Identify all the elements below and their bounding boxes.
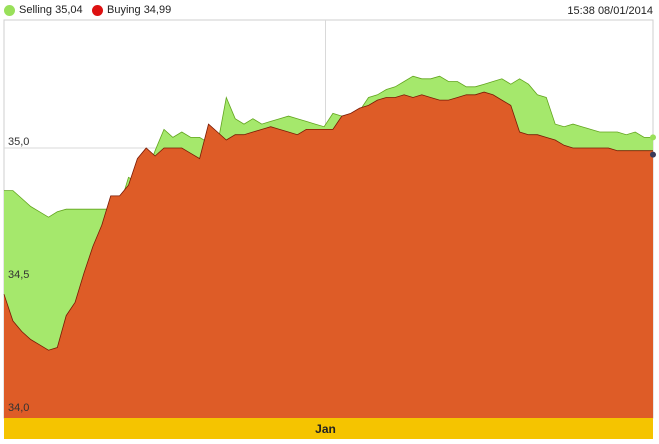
legend: Selling 35,04 Buying 34,99 15:38 08/01/2… xyxy=(0,0,659,20)
y-tick-label: 34,0 xyxy=(8,402,29,414)
legend-dot-buying-icon xyxy=(92,4,103,16)
legend-item-selling[interactable]: Selling 35,04 xyxy=(4,4,83,16)
series-areas xyxy=(3,75,653,418)
buying-area xyxy=(4,92,653,418)
legend-item-buying[interactable]: Buying 34,99 xyxy=(92,4,171,16)
end-markers xyxy=(650,134,656,158)
buying-line xyxy=(3,91,653,351)
selling-end-marker xyxy=(650,134,656,141)
timestamp: 15:38 08/01/2014 xyxy=(567,5,653,17)
y-tick-label: 34,5 xyxy=(8,269,29,281)
legend-label-buying: Buying 34,99 xyxy=(107,4,172,16)
y-tick-label: 35,0 xyxy=(8,136,29,148)
x-axis-band-bg xyxy=(4,418,653,439)
legend-label-selling: Selling 35,04 xyxy=(19,4,83,16)
legend-dot-selling-icon xyxy=(4,4,15,16)
y-axis-ticks: 34,0 34,5 35,0 xyxy=(8,136,29,414)
buying-end-marker xyxy=(650,151,656,158)
x-axis-band: Jan xyxy=(4,418,653,439)
x-tick-label-jan: Jan xyxy=(315,422,336,436)
